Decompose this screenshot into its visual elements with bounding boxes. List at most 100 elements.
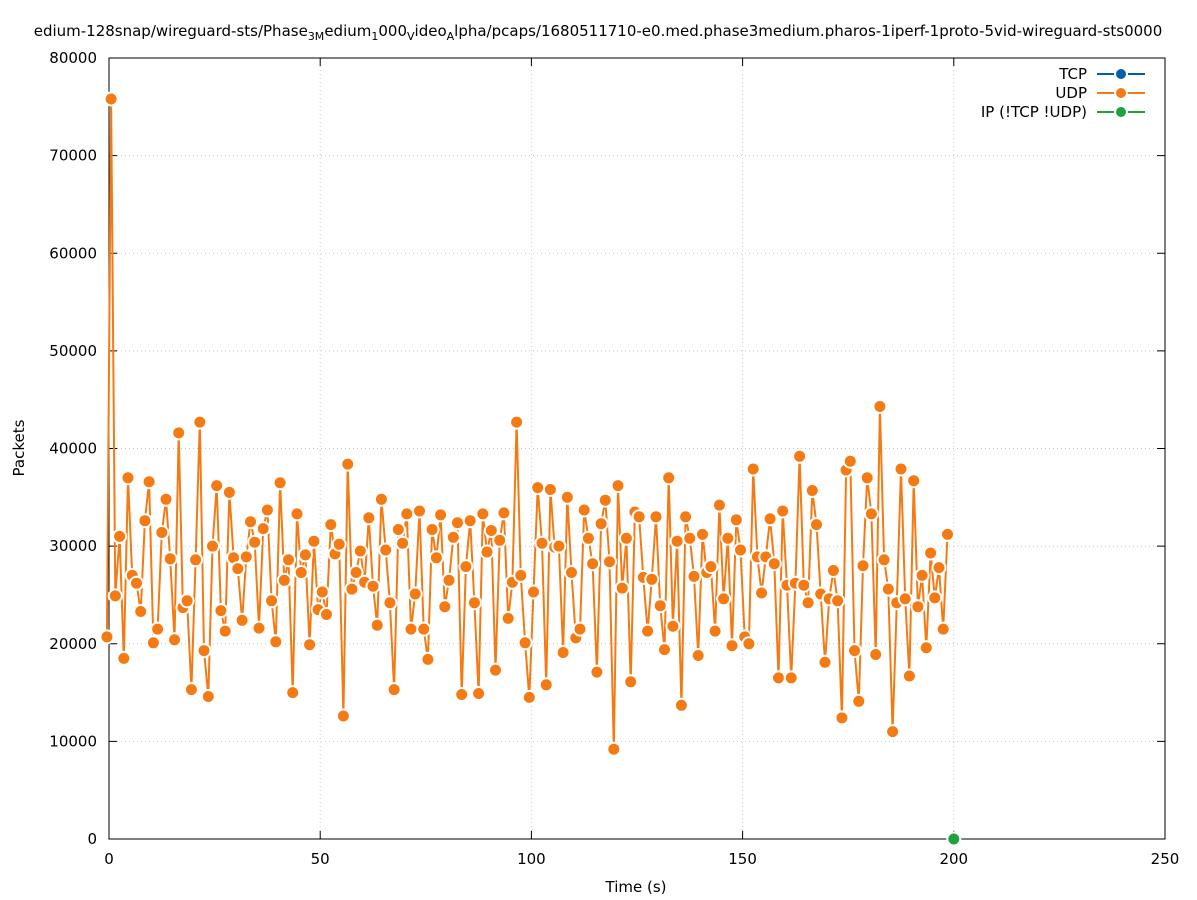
data-point-udp	[534, 535, 550, 551]
data-point-udp	[551, 538, 567, 554]
data-point-udp	[885, 724, 901, 740]
data-point-udp	[817, 654, 833, 670]
data-point-udp	[733, 542, 748, 558]
data-point-udp	[496, 505, 512, 521]
data-point-udp	[306, 533, 322, 549]
x-axis-label: Time (s)	[605, 878, 667, 896]
data-point-udp	[369, 617, 385, 633]
series-layer	[99, 91, 962, 847]
data-point-udp	[475, 506, 491, 522]
data-point-udp	[129, 575, 144, 591]
data-point-udp	[661, 470, 677, 486]
data-point-udp	[513, 567, 529, 583]
data-point-udp	[488, 662, 503, 678]
data-point-udp	[145, 635, 161, 651]
data-point-udp	[365, 578, 381, 594]
data-point-udp	[150, 621, 166, 637]
x-axis-ticks: 0 50 100 150 200 250	[104, 58, 1179, 868]
data-point-udp	[602, 554, 617, 570]
data-point-udp	[724, 638, 740, 654]
y-tick-label: 0	[87, 830, 97, 848]
data-point-udp	[754, 585, 770, 601]
data-point-udp	[809, 517, 824, 533]
data-point-udp	[297, 547, 313, 563]
data-point-udp	[783, 670, 799, 686]
data-point-udp	[230, 561, 246, 577]
data-point-udp	[830, 593, 846, 609]
data-point-udp	[137, 513, 153, 529]
data-point-udp	[728, 512, 744, 528]
y-tick-label: 60000	[49, 244, 97, 262]
data-point-udp	[859, 470, 875, 486]
data-point-udp	[863, 506, 879, 522]
data-point-udp	[792, 448, 808, 464]
data-point-udp	[914, 567, 930, 583]
data-point-udp	[673, 697, 689, 713]
data-point-udp	[247, 534, 263, 550]
data-point-udp	[428, 550, 444, 566]
data-point-udp	[593, 516, 609, 532]
data-point-udp	[804, 483, 820, 498]
data-point-udp	[158, 491, 174, 507]
data-point-udp	[940, 526, 955, 542]
data-point-udp	[373, 491, 389, 507]
data-point-udp	[141, 474, 157, 490]
data-point-udp	[116, 650, 132, 666]
data-point-udp	[711, 497, 727, 513]
data-point-udp	[847, 643, 862, 659]
chart-title: edium-128snap/wireguard-sts/Phase3Medium…	[34, 22, 1163, 43]
data-point-udp	[631, 509, 647, 525]
data-point-udp	[640, 623, 656, 639]
data-point-udp	[264, 593, 280, 609]
data-point-udp	[686, 568, 702, 584]
data-point-udp	[644, 571, 660, 587]
data-point-udp	[458, 559, 474, 575]
data-point-udp	[483, 523, 499, 538]
data-point-udp	[361, 510, 377, 526]
data-point-udp	[335, 708, 351, 724]
data-point-udp	[597, 492, 613, 508]
data-point-udp	[238, 549, 254, 565]
data-point-udp	[154, 525, 170, 540]
data-point-udp	[530, 480, 546, 496]
data-point-udp	[395, 535, 411, 551]
data-point-udp	[825, 563, 841, 578]
data-point-udp	[720, 530, 736, 546]
data-point-udp	[437, 599, 453, 615]
data-point-udp	[179, 593, 195, 609]
data-point-udp	[842, 453, 858, 469]
data-point-udp	[200, 689, 216, 704]
data-point-udp	[272, 475, 288, 491]
data-point-udp	[407, 586, 423, 602]
data-point-udp	[559, 489, 575, 505]
data-point-udp	[775, 503, 791, 519]
legend-marker-udp	[1114, 86, 1128, 100]
legend-label-tcp: TCP	[1058, 65, 1087, 83]
data-point-udp	[923, 545, 939, 561]
y-tick-label: 20000	[49, 635, 97, 653]
data-point-udp	[196, 643, 212, 659]
data-point-udp	[192, 414, 208, 430]
data-point-udp	[319, 607, 334, 622]
data-point-udp	[352, 543, 368, 559]
data-point-udp	[771, 670, 786, 686]
data-point-udp	[103, 91, 119, 107]
y-tick-label: 30000	[49, 537, 97, 555]
data-point-udp	[268, 634, 284, 650]
data-point-udp	[880, 581, 896, 597]
data-point-udp	[259, 502, 275, 518]
y-tick-label: 80000	[49, 49, 97, 67]
data-point-udp	[454, 687, 470, 702]
data-point-udp	[521, 689, 537, 705]
data-point-udp	[285, 685, 301, 701]
grid-lines	[109, 58, 1165, 839]
data-point-udp	[876, 552, 892, 568]
data-point-udp	[331, 536, 347, 552]
data-point-udp	[188, 552, 204, 568]
data-point-udp	[897, 591, 913, 607]
y-tick-label: 50000	[49, 342, 97, 360]
data-point-udp	[289, 506, 305, 522]
data-point-udp	[183, 682, 199, 698]
data-point-udp	[433, 507, 449, 523]
